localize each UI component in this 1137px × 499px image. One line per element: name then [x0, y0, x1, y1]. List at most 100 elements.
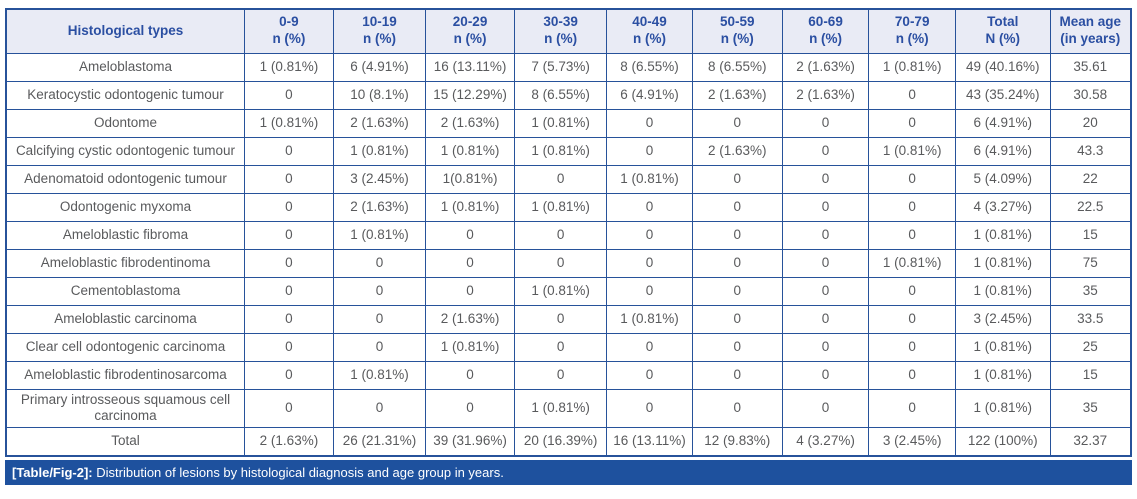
table-cell: 0	[425, 248, 515, 278]
table-cell: 2 (1.63%)	[244, 427, 334, 457]
table-cell: 6 (4.91%)	[955, 108, 1051, 138]
column-header: 20-29 n (%)	[425, 8, 515, 54]
table-cell: 15 (12.29%)	[425, 80, 515, 110]
row-label: Cementoblastoma	[5, 276, 245, 306]
table-cell: 0	[691, 304, 783, 334]
table-cell: 3 (2.45%)	[332, 164, 427, 194]
table-cell: 0	[606, 276, 693, 306]
table-body: Ameloblastoma 1 (0.81%) 6 (4.91%) 16 (13.11…	[5, 52, 1132, 457]
row-label: Clear cell odontogenic carcinoma	[5, 332, 245, 362]
row-label: Odontogenic myxoma	[5, 192, 245, 222]
table-cell: 2 (1.63%)	[781, 52, 870, 82]
table-cell: 4 (3.27%)	[955, 192, 1051, 222]
table-row: Keratocystic odontogenic tumour 0 10 (8.1%…	[5, 80, 1132, 110]
table-cell: 1 (0.81%)	[425, 332, 515, 362]
table-cell: 122 (100%)	[955, 427, 1051, 457]
table-cell: 0	[244, 80, 334, 110]
table-cell: 0	[781, 108, 870, 138]
table-cell: 0	[781, 332, 870, 362]
table-cell: 0	[606, 192, 693, 222]
table-cell: 0	[691, 192, 783, 222]
table-cell: 1 (0.81%)	[513, 388, 608, 429]
row-label: Adenomatoid odontogenic tumour	[5, 164, 245, 194]
table-cell: 0	[332, 248, 427, 278]
table-cell: 1 (0.81%)	[868, 248, 956, 278]
row-label: Odontome	[5, 108, 245, 138]
table-cell: 0	[781, 388, 870, 429]
table-cell: 0	[691, 388, 783, 429]
table-cell: 0	[781, 164, 870, 194]
table-cell: 6 (4.91%)	[955, 136, 1051, 166]
table-cell: 1 (0.81%)	[425, 192, 515, 222]
table-cell: 0	[781, 136, 870, 166]
table-cell: 0	[868, 108, 956, 138]
table-cell: 0	[332, 332, 427, 362]
table-cell: 0	[606, 220, 693, 250]
table-cell: 75	[1049, 248, 1132, 278]
table-cell: 0	[606, 360, 693, 390]
table-cell: 3 (2.45%)	[868, 427, 956, 457]
row-label: Ameloblastic carcinoma	[5, 304, 245, 334]
table-cell: 1 (0.81%)	[332, 136, 427, 166]
table-cell: 1(0.81%)	[425, 164, 515, 194]
table-cell: 0	[244, 332, 334, 362]
table-cell: 0	[868, 192, 956, 222]
table-cell: 0	[244, 276, 334, 306]
figure-caption: [Table/Fig-2]: Distribution of lesions b…	[5, 459, 1132, 485]
table-cell: 2 (1.63%)	[691, 136, 783, 166]
table-cell: 0	[691, 332, 783, 362]
row-label: Primary introsseous squamous cell carcin…	[5, 388, 245, 429]
table-cell: 15	[1049, 220, 1132, 250]
table-cell: 12 (9.83%)	[691, 427, 783, 457]
row-label: Ameloblastoma	[5, 52, 245, 82]
table-cell: 22.5	[1049, 192, 1132, 222]
column-header: 40-49 n (%)	[606, 8, 693, 54]
table-cell: 22	[1049, 164, 1132, 194]
table-cell: 0	[513, 332, 608, 362]
row-label: Ameloblastic fibrodentinoma	[5, 248, 245, 278]
table-cell: 0	[868, 220, 956, 250]
caption-text: Distribution of lesions by histological …	[96, 464, 504, 480]
table-cell: 5 (4.09%)	[955, 164, 1051, 194]
table-cell: 0	[781, 248, 870, 278]
table-cell: 0	[425, 388, 515, 429]
table-cell: 1 (0.81%)	[332, 360, 427, 390]
column-header-histological-types: Histological types	[5, 8, 245, 54]
table-cell: 39 (31.96%)	[425, 427, 515, 457]
table-row: Ameloblastic fibroma 0 1 (0.81%) 0 0 0 0 0 0 1 (0…	[5, 220, 1132, 250]
table-cell: 0	[513, 164, 608, 194]
table-row: Ameloblastoma 1 (0.81%) 6 (4.91%) 16 (13.11…	[5, 52, 1132, 82]
table-cell: 16 (13.11%)	[606, 427, 693, 457]
table-cell: 1 (0.81%)	[955, 332, 1051, 362]
table-cell: 4 (3.27%)	[781, 427, 870, 457]
table-cell: 1 (0.81%)	[244, 108, 334, 138]
table-cell: 35	[1049, 388, 1132, 429]
table-cell: 1 (0.81%)	[606, 304, 693, 334]
table-cell: 0	[868, 276, 956, 306]
table-row: Odontome 1 (0.81%) 2 (1.63%) 2 (1.63%) 1 (0.…	[5, 108, 1132, 138]
table-cell: 0	[606, 136, 693, 166]
table-row: Adenomatoid odontogenic tumour 0 3 (2.45%)…	[5, 164, 1132, 194]
table-row: Total 2 (1.63%) 26 (21.31%) 39 (31.96%) 20 (…	[5, 427, 1132, 457]
table-cell: 43.3	[1049, 136, 1132, 166]
table-cell: 2 (1.63%)	[332, 108, 427, 138]
table-cell: 35.61	[1049, 52, 1132, 82]
table-cell: 16 (13.11%)	[425, 52, 515, 82]
table-cell: 1 (0.81%)	[425, 136, 515, 166]
column-header: 30-39 n (%)	[513, 8, 608, 54]
row-label: Total	[5, 427, 245, 457]
table-cell: 1 (0.81%)	[955, 248, 1051, 278]
table-cell: 6 (4.91%)	[332, 52, 427, 82]
table-cell: 0	[513, 220, 608, 250]
table-cell: 0	[781, 192, 870, 222]
table-row: Odontogenic myxoma 0 2 (1.63%) 1 (0.81%) 1 (…	[5, 192, 1132, 222]
table-cell: 20	[1049, 108, 1132, 138]
table-cell: 0	[868, 332, 956, 362]
table-cell: 0	[691, 164, 783, 194]
table-row: Ameloblastic fibrodentinoma 0 0 0 0 0 0 0 1 (0.8…	[5, 248, 1132, 278]
table-cell: 2 (1.63%)	[425, 108, 515, 138]
table-cell: 1 (0.81%)	[868, 52, 956, 82]
table-cell: 49 (40.16%)	[955, 52, 1051, 82]
table-cell: 2 (1.63%)	[781, 80, 870, 110]
table-cell: 0	[868, 388, 956, 429]
